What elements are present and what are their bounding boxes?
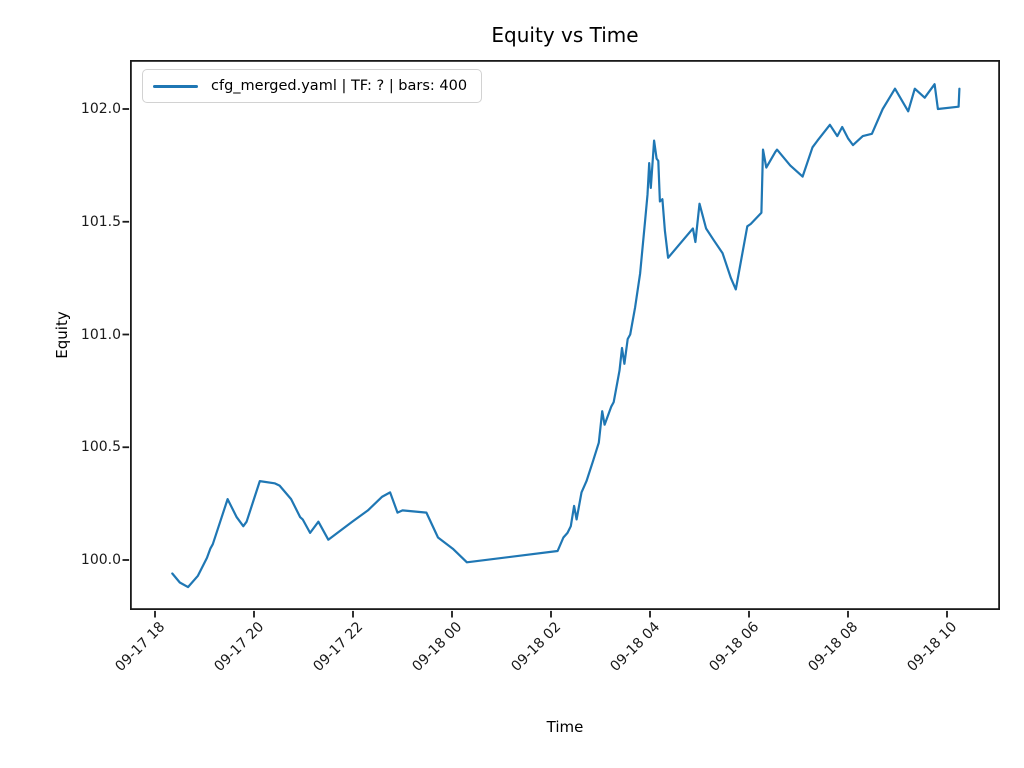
y-tick-label: 100.5: [80, 439, 121, 456]
equity-line: [171, 83, 961, 589]
legend-label: cfg_merged.yaml | TF: ? | bars: 400: [211, 78, 468, 94]
plot-border: [129, 60, 1001, 611]
legend-box: cfg_merged.yaml | TF: ? | bars: 400: [142, 69, 483, 103]
y-tick-label: 100.0: [80, 552, 121, 568]
y-tick-label: 101.5: [80, 213, 121, 230]
chart-title: Equity vs Time: [491, 23, 639, 47]
y-tick-label: 102.0: [80, 101, 121, 117]
legend-line-swatch: [153, 84, 198, 88]
y-tick-label: 101.0: [80, 326, 121, 343]
x-axis-label: Time: [546, 718, 584, 736]
